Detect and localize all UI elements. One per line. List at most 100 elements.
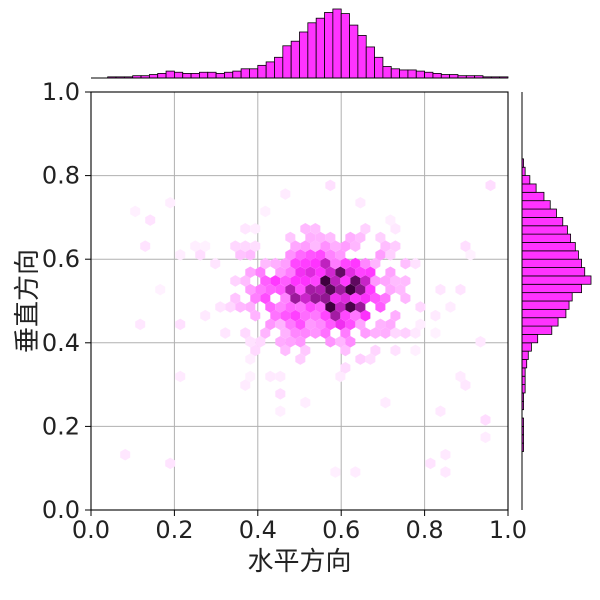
hexbin-cell <box>280 292 291 305</box>
hexbin-cell <box>375 249 386 261</box>
top-hist-bar <box>332 8 342 79</box>
hexbin-cell <box>345 335 356 348</box>
hexbin-cell <box>390 275 401 287</box>
hexbin-cell <box>245 353 256 365</box>
hexbin-cell <box>385 283 396 296</box>
top-hist-bar <box>215 73 225 79</box>
hexbin-cell <box>285 231 296 244</box>
hexbin-cell <box>335 318 346 331</box>
top-hist-bar <box>424 71 434 79</box>
hexbin-cell <box>325 335 336 348</box>
hexbin-cell <box>370 275 381 287</box>
hexbin-cell <box>300 275 311 287</box>
hexbin-cell <box>260 292 271 305</box>
top-hist-bar <box>407 69 417 79</box>
hexbin-cell <box>330 292 341 305</box>
top-hist-bar <box>199 71 209 79</box>
hexbin-cell <box>175 318 186 331</box>
x-tick-label: 0.6 <box>322 516 360 544</box>
hexbin-cell <box>275 335 286 348</box>
y-tick-label: 0.4 <box>42 329 80 357</box>
hexbin-cell <box>235 249 246 261</box>
hexbin-cell <box>415 301 426 313</box>
hexbin-cell <box>305 318 316 331</box>
hexbin-cell <box>215 301 226 313</box>
hexbin-cell <box>240 275 251 287</box>
hexbin-cell <box>265 283 276 296</box>
right-hist-bar <box>521 359 528 369</box>
hexbin-cell <box>310 257 321 270</box>
hexbin-cell <box>285 335 296 348</box>
hexbin-cell <box>300 240 311 252</box>
hexbin-cell <box>290 292 301 305</box>
right-hist-bar <box>521 350 529 360</box>
top-hist-bar <box>182 73 192 79</box>
hexbin-cell <box>445 301 456 313</box>
hexbin-cell <box>365 266 376 279</box>
right-hist-bar <box>521 292 573 302</box>
hexbin-cell <box>290 257 301 270</box>
x-tick-label: 0.4 <box>239 516 277 544</box>
hexbin-cell <box>270 257 281 270</box>
x-tick-label: 0.0 <box>72 516 110 544</box>
hexbin-cell <box>285 318 296 331</box>
hexbin-cell <box>275 266 286 279</box>
hexbin-cell <box>390 344 401 357</box>
hexbin-cell <box>280 327 291 339</box>
hexbin-cell <box>375 318 386 331</box>
hexbin-cell <box>455 283 466 296</box>
top-hist-bar <box>440 74 451 79</box>
hexbin-cell <box>425 457 436 470</box>
hexbin-cell <box>330 275 341 287</box>
right-hist-bar <box>521 200 551 210</box>
hexbin-cell <box>430 309 441 322</box>
hexbin-cell <box>335 301 346 313</box>
top-hist-bar <box>148 74 159 79</box>
hexbin-cell <box>275 283 286 296</box>
hexbin-cell <box>190 240 201 252</box>
hexbin-cell <box>250 223 261 235</box>
right-hist-bar <box>521 342 532 352</box>
hexbin-cell <box>480 414 491 426</box>
hexbin-cell <box>175 249 186 261</box>
hexbin-cell <box>270 309 281 322</box>
hexbin-cell <box>355 301 366 313</box>
hexbin-cell <box>325 283 336 296</box>
hexbin-cell <box>245 335 256 348</box>
hexbin-cell <box>360 257 371 270</box>
y-tick-label: 1.0 <box>42 78 80 106</box>
hexbin-cell <box>305 249 316 261</box>
hexbin-cell <box>300 257 311 270</box>
hexbin-cell <box>340 362 351 374</box>
hexbin-cell <box>475 335 486 348</box>
hexbin-cell <box>385 318 396 331</box>
top-hist-bar <box>290 40 300 79</box>
hexbin-cell <box>340 240 351 252</box>
hexbin-cell <box>350 257 361 270</box>
hexbin-cell <box>410 344 421 357</box>
hexbin-cell <box>245 266 256 279</box>
hexbin-cell <box>120 448 131 461</box>
hexbin-cell <box>285 301 296 313</box>
hexbin-cell <box>240 379 251 391</box>
hexbin-cell <box>355 266 366 279</box>
hexbin-cell <box>285 266 296 279</box>
top-hist-bar <box>324 12 334 79</box>
hexbin-cell <box>310 327 321 339</box>
hexbin-cell <box>295 266 306 279</box>
hexbin-cell <box>305 301 316 313</box>
y-tick-label: 0.6 <box>42 245 80 273</box>
hexbin-cell <box>435 283 446 296</box>
hexbin-cell <box>255 283 266 296</box>
top-hist-bar <box>415 70 426 79</box>
right-hist-bar <box>521 283 582 294</box>
hexbin-cell <box>290 309 301 322</box>
top-hist-bar <box>165 70 175 79</box>
hexbin-cell <box>275 370 286 383</box>
hexbin-cell <box>320 275 331 287</box>
hexbin-cell <box>310 292 321 305</box>
hexbin-cell <box>300 344 311 357</box>
hexbin-cell <box>410 257 421 270</box>
hexbin-cell <box>440 466 451 478</box>
hexbin-cell <box>330 257 341 270</box>
